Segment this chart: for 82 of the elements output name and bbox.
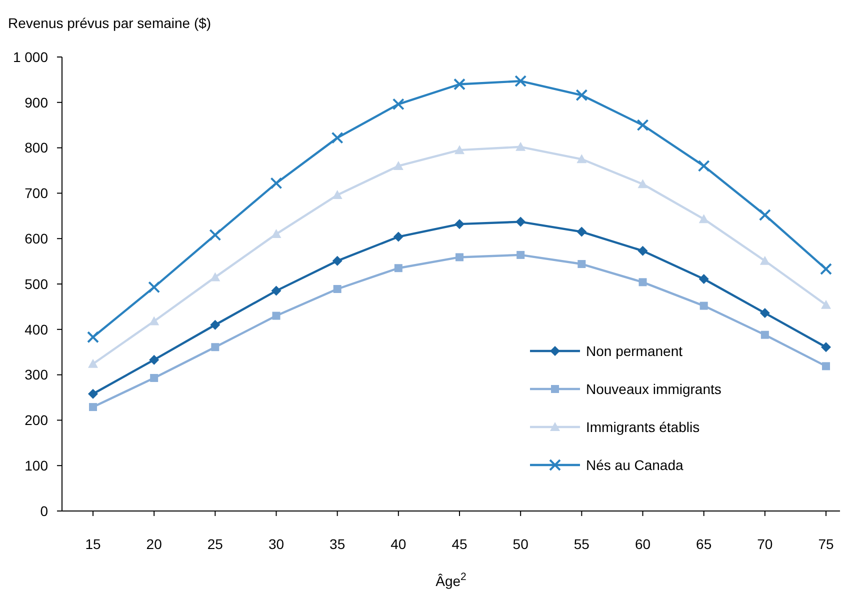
point [211,343,220,352]
y-tick-label: 400 [24,321,48,338]
y-tick-label: 1 000 [12,48,48,65]
point [760,308,770,318]
point [333,284,342,293]
point [210,320,220,330]
point [700,302,708,310]
point [393,232,404,242]
point [516,142,526,151]
point [638,179,648,188]
point [332,190,342,200]
x-axis-title: Âge$^{2}$ [436,571,467,589]
point [516,250,525,259]
point [454,145,464,154]
point [638,246,648,256]
x-tick-label: 30 [268,536,284,552]
point [821,342,831,352]
point [821,300,831,309]
x-tick-label: 35 [330,536,346,552]
point [698,274,709,284]
x-tick-label: 20 [146,536,162,552]
point [698,214,709,224]
point [394,264,402,272]
point [88,358,98,368]
x-tick-label: 25 [207,536,224,552]
y-tick-label: 200 [24,412,48,428]
point [578,260,586,268]
point [822,362,830,370]
legend-label: Immigrants établis [586,418,700,435]
point [150,374,158,382]
point [454,219,464,230]
point [393,160,404,170]
point [271,286,282,296]
point [148,281,160,294]
y-tick-label: 500 [24,276,48,292]
y-tick-label: 600 [24,230,48,246]
x-tick-label: 75 [818,536,834,552]
point [210,272,220,282]
point [576,89,588,102]
x-tick-label: 40 [390,536,406,552]
point [636,119,649,132]
point [272,312,280,320]
point [88,388,98,399]
point [392,98,404,110]
point [760,330,769,339]
point [149,354,160,365]
point [576,154,587,164]
legend-label: Nouveaux immigrants [586,380,722,397]
legend-label: Non permanent [586,342,683,359]
x-tick-label: 45 [452,536,468,552]
point [454,78,466,90]
y-tick-label: 300 [24,366,48,383]
x-tick-label: 55 [574,536,590,552]
point [271,229,282,238]
point [516,216,526,227]
legend-label: Nés au Canada [586,456,684,473]
x-tick-label: 65 [696,536,712,552]
y-tick-label: 700 [24,185,48,202]
point [89,403,97,412]
point [576,226,587,237]
y-axis-title: Revenus prévus par semaine ($) [8,15,212,31]
point [760,256,770,265]
point [514,75,527,88]
point [638,278,647,286]
point [87,331,99,344]
x-tick-label: 70 [757,536,773,552]
point [698,160,710,172]
y-tick-label: 800 [24,140,48,156]
point [820,263,832,276]
point [758,208,771,221]
point [149,316,160,326]
y-tick-label: 900 [24,94,48,110]
y-tick-label: 100 [24,458,48,474]
point [209,228,222,241]
x-tick-label: 15 [85,536,101,552]
point [270,177,282,190]
point [332,256,342,266]
y-tick-label: 0 [40,502,48,519]
point [331,132,344,144]
x-tick-label: 50 [512,536,529,552]
x-tick-label: 60 [634,536,651,552]
point [456,253,464,262]
